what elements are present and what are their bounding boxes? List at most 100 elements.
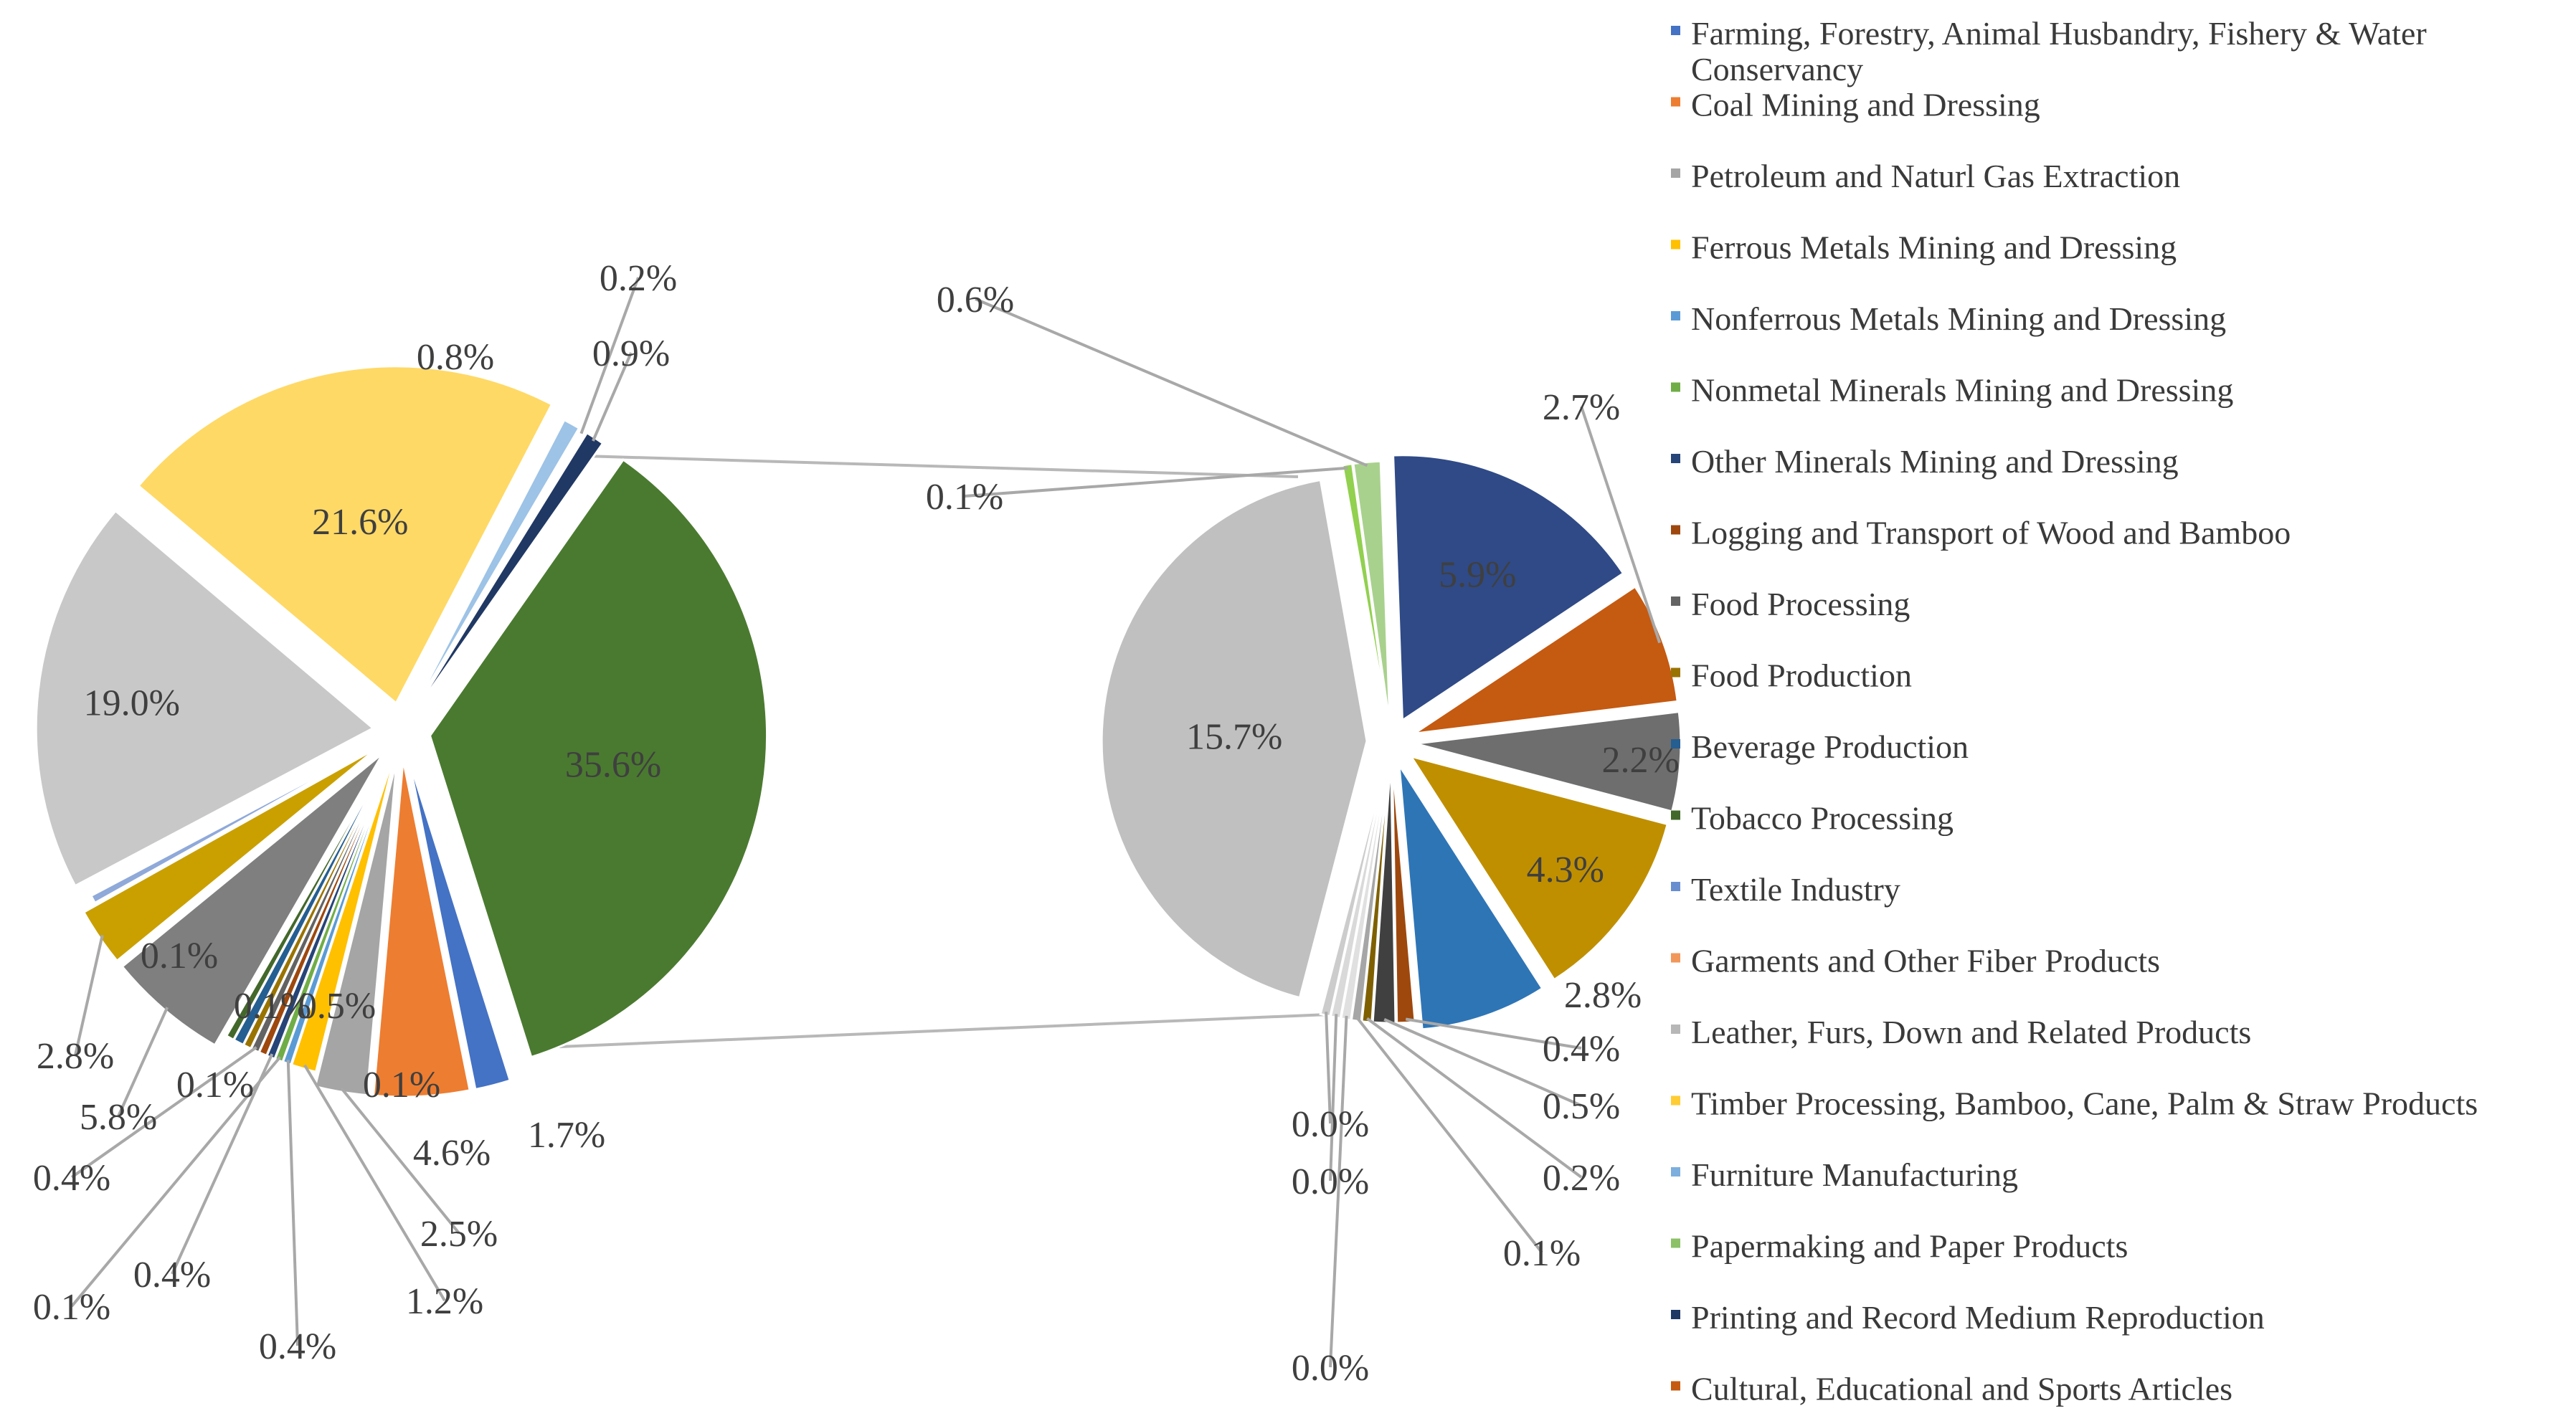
secondary-pie-label-12: 15.7% (1186, 716, 1282, 757)
main-pie-label-1: 1.7% (528, 1115, 605, 1156)
secondary-pie-leader-10 (1329, 1014, 1338, 1182)
main-pie-label-10: 0.1% (234, 986, 311, 1027)
secondary-pie-slice-13 (1341, 462, 1391, 727)
connector-line-top (559, 454, 1299, 478)
legend-swatch-3 (1671, 239, 1680, 249)
main-pie-leader-7 (171, 1053, 274, 1275)
main-pie-leader-14 (74, 935, 104, 1056)
main-pie-leader-6 (70, 1056, 282, 1308)
legend-label-2: Petroleum and Naturl Gas Extraction (1691, 158, 2180, 194)
secondary-pie-label-0: 5.9% (1439, 555, 1516, 596)
secondary-pie-label-13: 0.1% (926, 477, 1003, 518)
legend-swatch-7 (1671, 525, 1680, 535)
main-pie-label-17: 21.6% (312, 502, 408, 543)
main-pie-slice-0 (428, 458, 769, 1059)
legend-label-11: Tobacco Processing (1691, 800, 1954, 837)
legend-swatch-9 (1671, 667, 1680, 678)
secondary-pie-label-2: 2.2% (1602, 740, 1680, 781)
secondary-pie-label-14: 0.6% (937, 280, 1014, 320)
legend-label-4: Nonferrous Metals Mining and Dressing (1691, 300, 2226, 337)
secondary-pie-label-11: 0.0% (1292, 1104, 1369, 1145)
legend-swatch-17 (1671, 1238, 1680, 1248)
legend-swatch-11 (1671, 810, 1680, 820)
secondary-pie-leader-13 (964, 466, 1348, 498)
legend-swatch-6 (1671, 454, 1680, 463)
secondary-pie-slice-12 (1100, 478, 1368, 999)
legend-label-8: Food Processing (1691, 586, 1910, 622)
main-pie-label-12: 0.1% (176, 1065, 254, 1106)
connector-line-bottom (559, 1009, 1414, 1048)
secondary-pie-label-5: 0.4% (1543, 1029, 1620, 1070)
legend-label-12: Textile Industry (1691, 871, 1900, 908)
main-pie-leader-20 (592, 352, 633, 442)
secondary-pie-label-7: 0.2% (1543, 1158, 1620, 1199)
secondary-pie-leader-9 (1329, 1015, 1348, 1368)
main-pie-leader-4 (303, 1064, 446, 1302)
secondary-pie-leader-11 (1325, 1012, 1332, 1124)
secondary-pie-label-1: 2.7% (1543, 387, 1620, 428)
secondary-pie-label-8: 0.1% (1503, 1233, 1581, 1274)
legend-swatch-8 (1671, 596, 1680, 606)
legend-swatch-0 (1671, 26, 1680, 35)
main-pie-label-14: 2.8% (37, 1036, 114, 1077)
main-pie-label-15: 0.1% (141, 936, 218, 976)
legend-label-18: Printing and Record Medium Reproduction (1691, 1299, 2265, 1336)
main-pie-label-19: 0.2% (600, 258, 677, 299)
legend-label-5: Nonmetal Minerals Mining and Dressing (1691, 372, 2233, 409)
main-pie-label-18: 0.8% (417, 337, 494, 378)
legend-swatch-13 (1671, 953, 1680, 963)
legend-label-17: Papermaking and Paper Products (1691, 1228, 2128, 1265)
secondary-pie-label-4: 2.8% (1564, 975, 1642, 1016)
main-pie-label-5: 0.4% (259, 1326, 336, 1367)
pie-connector-lines (559, 454, 1414, 1048)
main-pie-slice-15 (89, 737, 390, 905)
main-pie-label-2: 4.6% (413, 1133, 491, 1174)
main-pie-label-11: 0.5% (298, 986, 376, 1027)
main-pie-label-9: 0.4% (33, 1158, 110, 1199)
main-pie-leader-5 (286, 1060, 299, 1346)
main-pie-slice-16 (34, 509, 375, 888)
legend-swatch-15 (1671, 1095, 1680, 1106)
legend-label-13: Garments and Other Fiber Products (1691, 943, 2160, 979)
legend-label-1: Coal Mining and Dressing (1691, 87, 2040, 123)
secondary-pie-leader-5 (1405, 1017, 1582, 1050)
main-pie-label-3: 2.5% (420, 1214, 498, 1255)
main-pie-slice-12 (224, 743, 396, 1042)
main-pie-leader-9 (70, 1046, 257, 1179)
data-labels: 35.6% 1.7% 4.6% 2.5% 1.2% 0.4% 0.1% 0.4% 0.1% 0.4… (33, 258, 1680, 1389)
legend-label-7: Logging and Transport of Wood and Bamboo (1691, 515, 2291, 551)
secondary-pie-leader-7 (1366, 1017, 1583, 1179)
secondary-pie-slice-3 (1408, 754, 1670, 981)
legend-swatch-10 (1671, 739, 1680, 748)
legend-label-16: Furniture Manufacturing (1691, 1156, 2018, 1193)
legend-label-15: Timber Processing, Bamboo, Cane, Palm & … (1691, 1085, 2478, 1122)
secondary-pie-leader-1 (1580, 406, 1662, 644)
legend-label-14: Leather, Furs, Down and Related Products (1691, 1014, 2251, 1050)
main-pie-label-4: 1.2% (406, 1281, 483, 1322)
legend: Farming, Forestry, Animal Husbandry, Fis… (1671, 15, 2478, 1407)
legend-swatch-18 (1671, 1310, 1680, 1319)
legend-label-10: Beverage Production (1691, 728, 1969, 765)
main-pie-label-8: 0.1% (363, 1065, 440, 1106)
secondary-pie-slice-4 (1398, 764, 1544, 1031)
main-pie-label-6: 0.1% (33, 1287, 110, 1328)
main-pie-leader-13 (117, 1007, 169, 1117)
secondary-pie-slice-0 (1392, 454, 1625, 723)
main-pie-slice-3 (313, 759, 398, 1097)
legend-label-6: Other Minerals Mining and Dressing (1691, 443, 2179, 480)
secondary-pie-leader-6 (1383, 1018, 1582, 1107)
legend-label-3: Ferrous Metals Mining and Dressing (1691, 229, 2177, 266)
main-pie-label-0: 35.6% (565, 744, 661, 785)
main-pie-label-20: 0.9% (592, 333, 670, 374)
legend-swatch-14 (1671, 1025, 1680, 1034)
secondary-pie-slice-2 (1415, 710, 1682, 813)
main-pie-leader-19 (579, 277, 640, 434)
secondary-pie-label-6: 0.5% (1543, 1086, 1620, 1127)
secondary-pie-leader-8 (1355, 1016, 1543, 1254)
legend-swatch-19 (1671, 1381, 1680, 1391)
legend-swatch-12 (1671, 882, 1680, 891)
secondary-pie-leader-14 (975, 298, 1368, 467)
main-pie-slice-2 (371, 759, 471, 1098)
main-pie-slice-14 (82, 746, 379, 963)
